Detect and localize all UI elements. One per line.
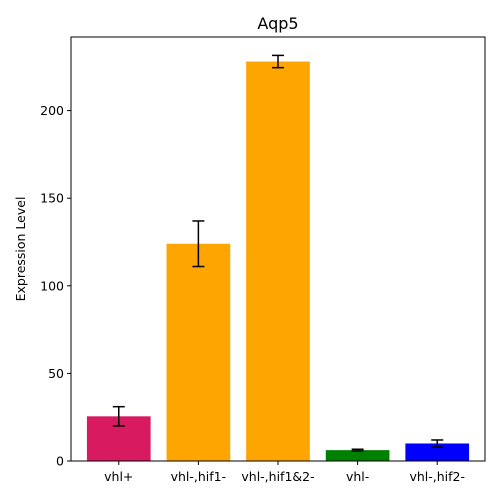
bar-1 (166, 243, 231, 461)
y-axis-label: Expression Level (13, 197, 28, 302)
x-axis: vhl+ vhl-,hif1- vhl-,hif1&2- vhl-vhl-,hif2- (104, 461, 465, 484)
bar-2 (246, 61, 310, 461)
y-tick-label-1: 50 (48, 366, 64, 381)
bar-3 (325, 450, 390, 461)
bars (86, 61, 470, 461)
y-tick-label-0: 0 (56, 454, 64, 469)
y-tick-label-3: 150 (40, 191, 64, 206)
y-tick-label-4: 200 (40, 103, 64, 118)
x-tick-label-2: vhl-,hif1&2- (241, 469, 314, 484)
bar-4 (405, 443, 470, 461)
error-bars (112, 54, 444, 452)
x-tick-label-0: vhl+ (104, 469, 133, 484)
chart-title: Aqp5 (257, 14, 298, 33)
x-tick-label-3: vhl- (346, 469, 369, 484)
y-tick-label-2: 100 (40, 278, 64, 293)
x-tick-label-1: vhl-,hif1- (171, 469, 227, 484)
x-tick-label-4: vhl-,hif2- (409, 469, 465, 484)
y-axis: 0 50 100 150 200 (40, 103, 71, 469)
